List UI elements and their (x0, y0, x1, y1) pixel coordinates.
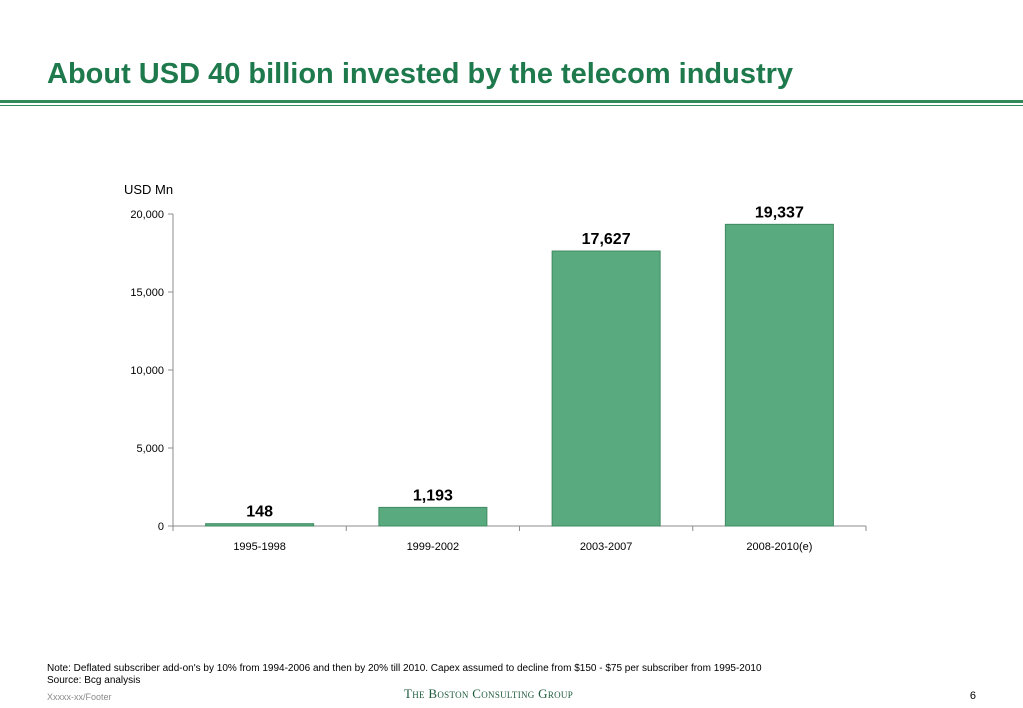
bar (551, 250, 661, 527)
y-tick-label: 15,000 (130, 287, 164, 299)
x-tick-label: 1995-1998 (233, 541, 286, 553)
footer-code: Xxxxx-xx/Footer (47, 692, 112, 702)
bar (724, 223, 834, 527)
y-tick-label: 0 (158, 521, 164, 533)
page-title: About USD 40 billion invested by the tel… (47, 58, 794, 90)
bar-value-label: 1,193 (413, 487, 453, 504)
y-tick-label: 10,000 (130, 365, 164, 377)
x-tick-label: 1999-2002 (407, 541, 460, 553)
bar (378, 506, 488, 527)
bar (205, 523, 315, 527)
source-text: Source: Bcg analysis (47, 675, 141, 686)
note-text: Note: Deflated subscriber add-on's by 10… (47, 663, 762, 674)
x-tick-label: 2003-2007 (580, 541, 633, 553)
y-tick-label: 5,000 (136, 443, 164, 455)
x-tick-label: 2008-2010(e) (746, 541, 812, 553)
bar-value-label: 19,337 (755, 204, 804, 221)
footnote: Note: Deflated subscriber add-on's by 10… (47, 663, 762, 687)
page-number: 6 (969, 690, 976, 702)
company-logo: The Boston Consulting Group (404, 686, 574, 701)
y-axis-label: USD Mn (124, 182, 173, 197)
bar-value-label: 148 (246, 504, 273, 521)
y-tick-label: 20,000 (130, 209, 164, 221)
bar-value-label: 17,627 (582, 231, 631, 248)
title-rule-thin (0, 105, 1023, 106)
title-rule-thick (0, 100, 1023, 103)
